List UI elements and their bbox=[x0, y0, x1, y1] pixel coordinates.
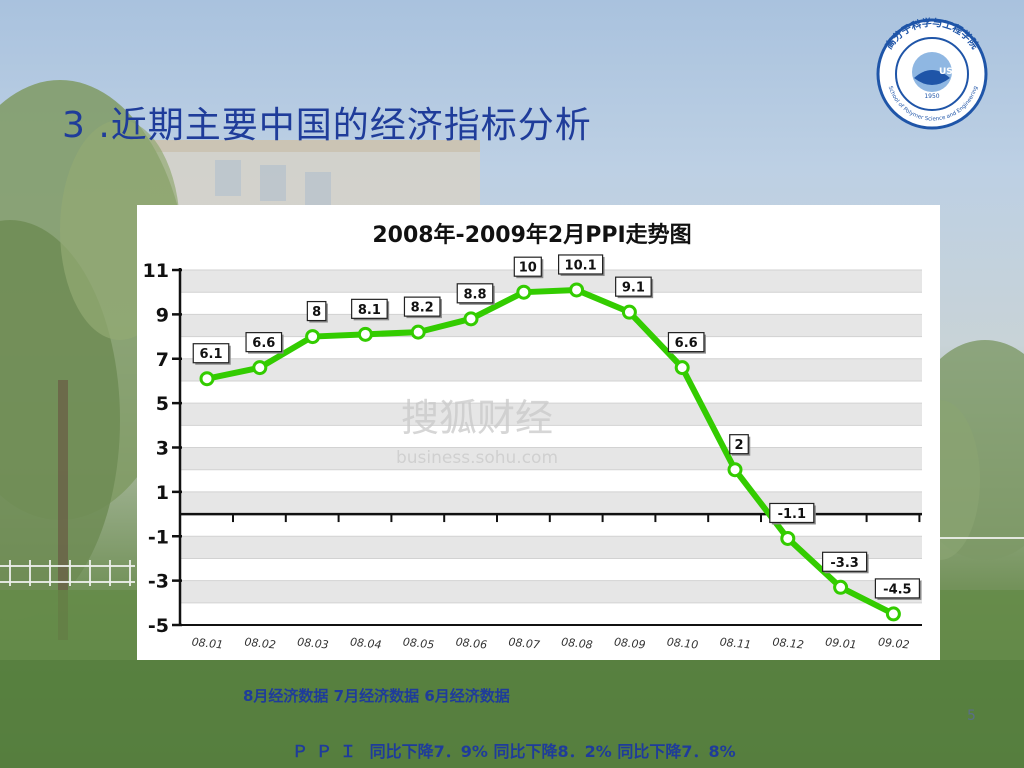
data-label-box bbox=[821, 551, 868, 572]
ppi-point bbox=[569, 282, 585, 298]
data-label-box bbox=[403, 296, 441, 317]
y-tick-label: -5 bbox=[148, 615, 169, 637]
data-label-box bbox=[558, 254, 604, 275]
x-tick-label: 08.12 bbox=[772, 635, 805, 651]
axis-layer: 11 9 7 5 3 1 -1 -3 -5 08.01 08.02 08.03 08.04 08.05 08… bbox=[143, 260, 922, 652]
school-seal-logo: 高分子科学与工程学院 School of Polymer Science and… bbox=[876, 16, 988, 130]
ppi-values: 同比下降7．9% 同比下降8．2% 同比下降7．8% bbox=[369, 742, 736, 761]
y-tick-label: -1 bbox=[148, 526, 169, 548]
y-tick-label: 7 bbox=[156, 349, 169, 371]
chart-panel: 搜狐财经 business.sohu.com 2008年-2009年2月PPI走… bbox=[137, 205, 940, 660]
x-tick-label: 08.08 bbox=[561, 635, 594, 651]
ppi-point bbox=[833, 579, 849, 595]
x-tick-label: 09.01 bbox=[825, 635, 858, 651]
series-layer bbox=[199, 282, 901, 622]
x-tick-label: 08.11 bbox=[719, 635, 752, 651]
data-label-box bbox=[456, 283, 494, 304]
y-tick-label: 1 bbox=[156, 482, 169, 504]
data-label: -4.5 bbox=[883, 582, 911, 597]
y-tick-label: 3 bbox=[156, 438, 169, 460]
data-label: 8.8 bbox=[463, 287, 486, 302]
data-label: 10 bbox=[519, 261, 537, 276]
ppi-point bbox=[727, 462, 743, 478]
data-label-box bbox=[874, 578, 921, 599]
ppi-point bbox=[252, 360, 268, 376]
ppi-caption: ＰＰＩ 同比下降7．9% 同比下降8．2% 同比下降7．8% bbox=[292, 738, 736, 762]
data-label-box bbox=[351, 298, 388, 319]
data-label: 6.1 bbox=[199, 347, 222, 362]
ppi-point bbox=[357, 326, 373, 342]
x-tick-label: 08.03 bbox=[297, 635, 330, 651]
ppi-point bbox=[621, 304, 637, 320]
y-tick-label: 9 bbox=[156, 304, 169, 326]
grid-band bbox=[180, 491, 922, 515]
x-tick-label: 08.04 bbox=[349, 635, 382, 651]
chart-watermark: 搜狐财经 bbox=[401, 396, 553, 440]
y-tick-label: -3 bbox=[148, 571, 169, 593]
ppi-point bbox=[199, 371, 215, 387]
data-label-box bbox=[769, 502, 815, 524]
data-label: 9.1 bbox=[622, 281, 645, 296]
data-label-box bbox=[729, 434, 749, 455]
ppi-point bbox=[463, 311, 479, 327]
label-layer: 6.1 6.6 8 8.1 8.2 8.8 10 10.1 9.1 6.6 2 -1.1 -3.3 -4.… bbox=[192, 254, 922, 600]
data-label-box bbox=[306, 300, 327, 322]
x-tick-label: 08.07 bbox=[508, 635, 541, 651]
grid-band bbox=[180, 314, 922, 337]
x-tick-label: 08.01 bbox=[191, 635, 224, 651]
y-tick-label: 5 bbox=[156, 393, 169, 415]
data-label: 8 bbox=[312, 305, 321, 320]
data-label: 2 bbox=[734, 438, 743, 453]
ppi-point bbox=[410, 324, 426, 340]
ppi-label: ＰＰＩ bbox=[292, 742, 365, 761]
data-label: 10.1 bbox=[565, 258, 597, 273]
monthly-data-caption: 8月经济数据 7月经济数据 6月经济数据 bbox=[243, 687, 510, 705]
data-label-box bbox=[192, 343, 230, 364]
y-tick-label: 11 bbox=[143, 260, 169, 282]
data-label: -3.3 bbox=[830, 556, 858, 571]
ppi-point bbox=[516, 284, 532, 300]
ppi-point bbox=[674, 360, 690, 376]
ppi-series-line bbox=[204, 286, 897, 617]
x-tick-label: 08.10 bbox=[666, 635, 699, 651]
ppi-point bbox=[780, 530, 796, 546]
ppi-point bbox=[305, 329, 321, 345]
x-tick-label: 09.02 bbox=[877, 635, 910, 651]
x-tick-label: 08.02 bbox=[244, 635, 277, 651]
grid-band bbox=[180, 358, 922, 381]
data-label-box bbox=[615, 276, 652, 297]
page-number: 5 bbox=[967, 708, 976, 724]
data-label-box bbox=[513, 256, 542, 277]
slide-title: 3 .近期主要中国的经济指标分析 bbox=[62, 105, 592, 146]
data-label: 6.6 bbox=[675, 336, 698, 351]
data-label: 6.6 bbox=[252, 336, 275, 351]
seal-year: 1950 bbox=[924, 93, 939, 100]
data-label: 8.1 bbox=[358, 303, 381, 318]
seal-abbr: UST bbox=[939, 67, 960, 77]
chart-watermark-url: business.sohu.com bbox=[396, 448, 558, 468]
grid-band bbox=[180, 270, 922, 293]
data-label-box bbox=[245, 332, 283, 353]
ppi-point bbox=[885, 606, 901, 622]
data-label-box bbox=[667, 332, 705, 353]
ppi-line-chart: 搜狐财经 business.sohu.com 2008年-2009年2月PPI走… bbox=[143, 222, 922, 652]
chart-title: 2008年-2009年2月PPI走势图 bbox=[372, 222, 691, 248]
grid-band bbox=[180, 580, 922, 603]
x-tick-label: 08.06 bbox=[455, 635, 488, 651]
data-label: -1.1 bbox=[778, 507, 806, 522]
grid-band bbox=[180, 403, 922, 426]
grid-band bbox=[180, 536, 922, 559]
x-tick-label: 08.05 bbox=[402, 635, 435, 651]
data-label: 8.2 bbox=[411, 301, 434, 316]
x-tick-label: 08.09 bbox=[613, 635, 646, 651]
